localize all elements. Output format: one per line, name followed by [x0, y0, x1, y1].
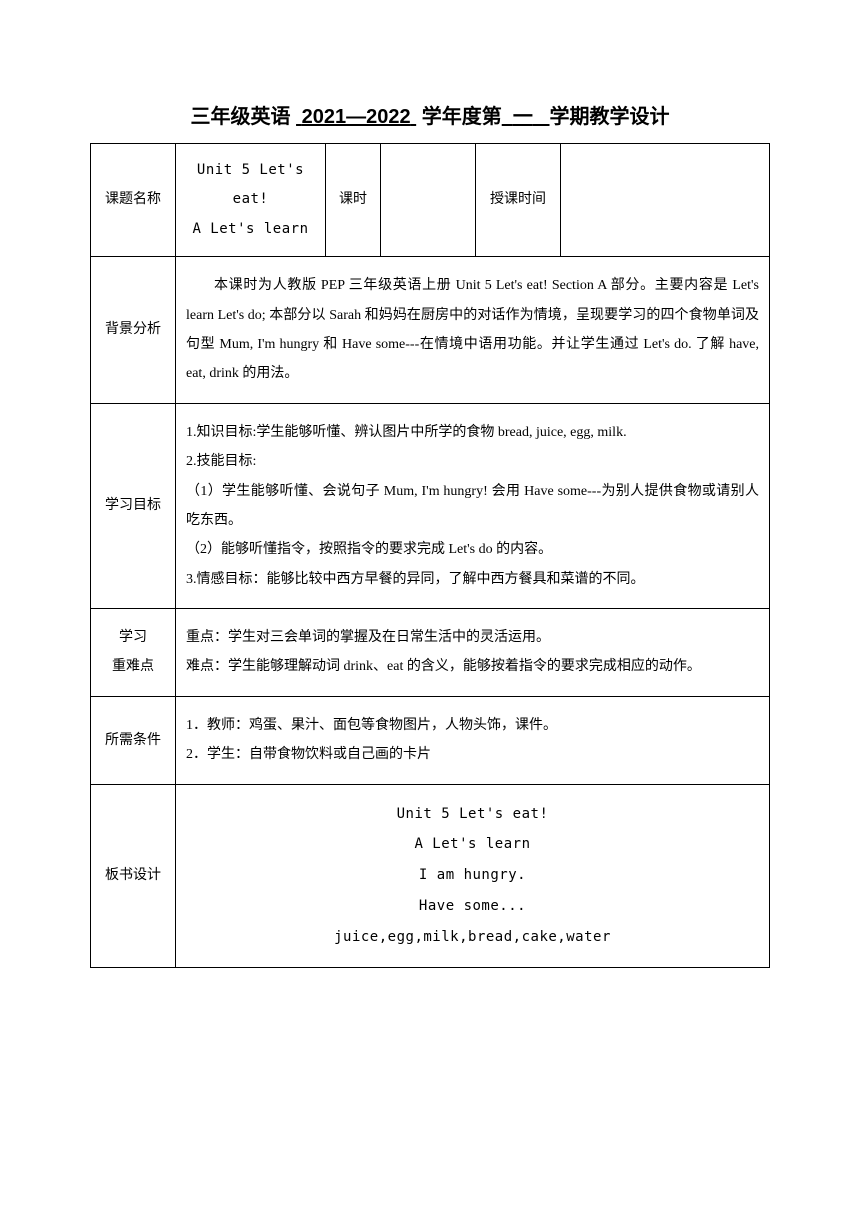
background-content: 本课时为人教版 PEP 三年级英语上册 Unit 5 Let's eat! Se…	[176, 257, 770, 404]
time-label: 授课时间	[476, 144, 561, 257]
table-row: 背景分析 本课时为人教版 PEP 三年级英语上册 Unit 5 Let's ea…	[91, 257, 770, 404]
background-label: 背景分析	[91, 257, 176, 404]
table-row: 学习 重难点 重点：学生对三会单词的掌握及在日常生活中的灵活运用。 难点：学生能…	[91, 609, 770, 697]
period-value	[381, 144, 476, 257]
time-value	[561, 144, 770, 257]
table-row: 板书设计 Unit 5 Let's eat! A Let's learn I a…	[91, 784, 770, 967]
page-title: 三年级英语 2021—2022 学年度第 一 学期教学设计	[190, 106, 669, 128]
conditions-label: 所需条件	[91, 696, 176, 784]
board-content: Unit 5 Let's eat! A Let's learn I am hun…	[176, 784, 770, 967]
conditions-content: 1．教师：鸡蛋、果汁、面包等食物图片，人物头饰，课件。 2．学生：自带食物饮料或…	[176, 696, 770, 784]
table-row: 学习目标 1.知识目标:学生能够听懂、辨认图片中所学的食物 bread, jui…	[91, 403, 770, 608]
title-semester: 一	[502, 106, 550, 128]
keypoints-content: 重点：学生对三会单词的掌握及在日常生活中的灵活运用。 难点：学生能够理解动词 d…	[176, 609, 770, 697]
topic-value: Unit 5 Let's eat! A Let's learn	[176, 144, 326, 257]
objectives-label: 学习目标	[91, 403, 176, 608]
title-grade: 三年级英语	[190, 106, 290, 128]
topic-label: 课题名称	[91, 144, 176, 257]
title-suffix: 学期教学设计	[550, 106, 670, 128]
board-label: 板书设计	[91, 784, 176, 967]
table-row: 所需条件 1．教师：鸡蛋、果汁、面包等食物图片，人物头饰，课件。 2．学生：自带…	[91, 696, 770, 784]
objectives-content: 1.知识目标:学生能够听懂、辨认图片中所学的食物 bread, juice, e…	[176, 403, 770, 608]
period-label: 课时	[326, 144, 381, 257]
table-row: 课题名称 Unit 5 Let's eat! A Let's learn 课时 …	[91, 144, 770, 257]
lesson-plan-table: 课题名称 Unit 5 Let's eat! A Let's learn 课时 …	[90, 143, 770, 968]
keypoints-label: 学习 重难点	[91, 609, 176, 697]
page-title-container: 三年级英语 2021—2022 学年度第 一 学期教学设计	[90, 100, 770, 129]
title-year: 2021—2022	[296, 106, 416, 128]
title-year-label: 学年度第	[422, 106, 502, 128]
